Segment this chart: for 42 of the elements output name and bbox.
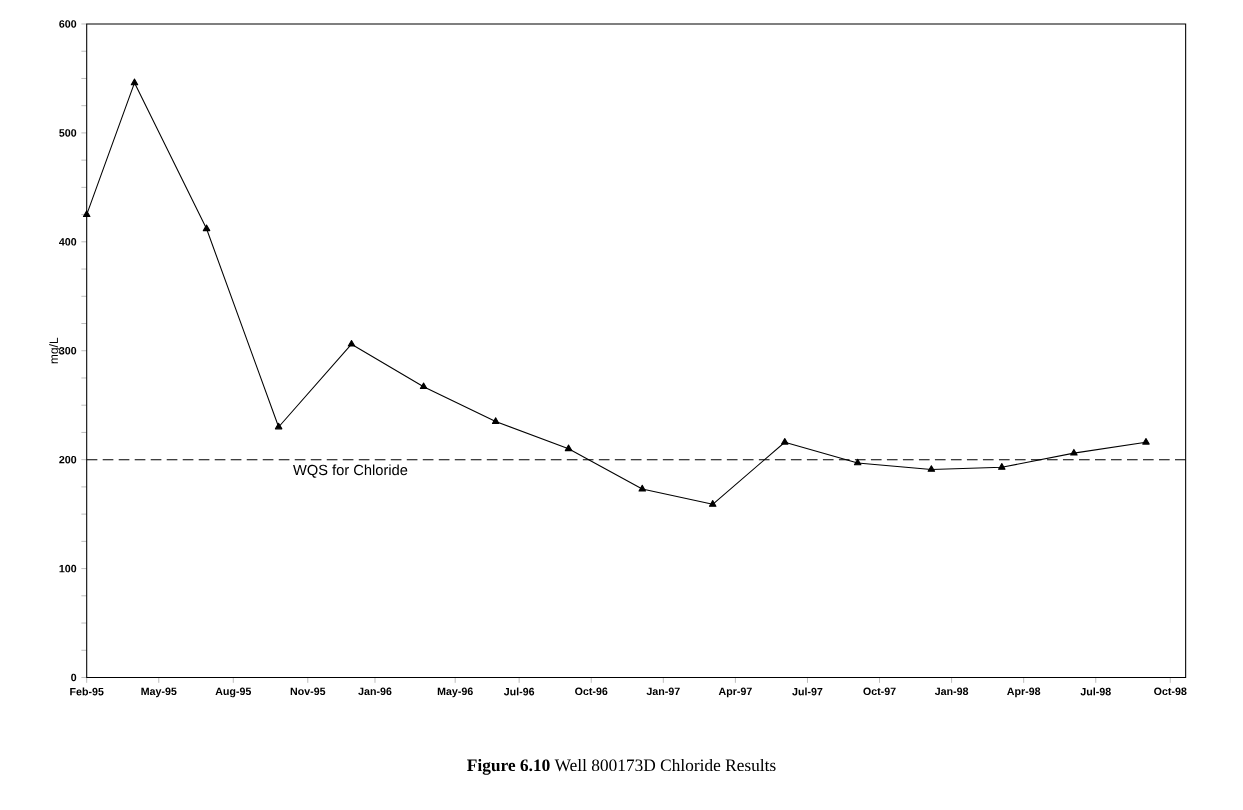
y-tick-label: 0 xyxy=(71,673,77,682)
y-tick-label: 600 xyxy=(59,20,77,29)
y-tick-label: 200 xyxy=(59,456,77,464)
point xyxy=(1070,449,1078,456)
point xyxy=(82,210,91,218)
point xyxy=(202,224,211,232)
point xyxy=(927,465,936,473)
point xyxy=(708,500,717,507)
point xyxy=(781,438,789,445)
x-tick-label: Jan-98 xyxy=(934,687,969,696)
x-tick-label: May-96 xyxy=(437,687,473,698)
x-tick-label: Jul-98 xyxy=(1080,687,1111,696)
y-tick-label: 100 xyxy=(59,565,77,573)
point xyxy=(853,458,862,466)
x-tick-label: Apr-98 xyxy=(1007,687,1041,698)
point xyxy=(347,340,356,347)
point xyxy=(1142,438,1150,445)
x-tick-label: Oct-97 xyxy=(863,687,896,696)
x-tick-label: Oct-96 xyxy=(575,687,608,696)
x-tick-label: Jan-96 xyxy=(358,687,392,696)
text: Figure 6.10 Well 800173D Chloride Results xyxy=(467,759,776,776)
x-tick-label: Jan-97 xyxy=(646,687,680,696)
point xyxy=(998,463,1006,470)
x-tick-label: Jul-96 xyxy=(503,687,535,696)
y-tick-label: 300 xyxy=(59,347,77,355)
x-tick-label: Aug-95 xyxy=(215,687,252,698)
x-tick-label: Feb-95 xyxy=(70,687,104,696)
y-tick-label: 400 xyxy=(59,238,77,246)
point xyxy=(274,422,283,430)
x-tick-label: Nov-95 xyxy=(290,687,326,696)
x-tick-label: Jul-97 xyxy=(792,687,823,696)
point xyxy=(130,78,139,86)
y-axis-title: mg/L xyxy=(49,338,61,364)
y-tick-label: 500 xyxy=(59,129,77,137)
point xyxy=(564,444,573,452)
x-tick-label: May-95 xyxy=(141,687,177,698)
point xyxy=(419,382,428,390)
x-tick-label: Oct-98 xyxy=(1154,687,1187,696)
point xyxy=(638,485,647,492)
point xyxy=(491,417,500,425)
ref-line-label: WQS for Chloride xyxy=(293,464,408,478)
x-tick-label: Apr-97 xyxy=(718,687,752,698)
